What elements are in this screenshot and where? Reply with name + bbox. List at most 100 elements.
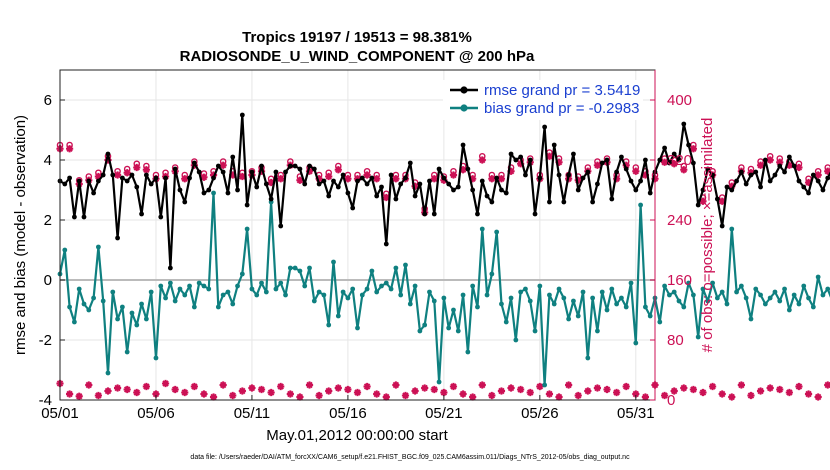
rmse-point (407, 160, 413, 166)
rmse-point (115, 235, 120, 241)
obs-assimilated-marker (430, 175, 438, 183)
obs-low-marker (603, 385, 611, 394)
rmse-point (340, 172, 346, 178)
obs-assimilated-marker (469, 175, 477, 183)
rmse-point (734, 178, 739, 184)
bias-point (369, 268, 375, 274)
obs-assimilated-marker (814, 171, 822, 179)
legend-rmse-marker (460, 86, 468, 94)
bias-point (547, 292, 552, 298)
rmse-point (148, 181, 154, 187)
rmse-point (590, 199, 596, 205)
obs-low-marker (200, 390, 208, 398)
rmse-point (815, 178, 821, 184)
rmse-point (782, 169, 787, 175)
bias-point (479, 226, 485, 232)
rmse-point (513, 157, 519, 163)
legend-bias-label: bias grand pr = -0.2983 (484, 100, 640, 117)
bias-point (167, 280, 173, 286)
bias-point (762, 301, 768, 307)
rmse-point (67, 175, 72, 181)
rmse-point (81, 214, 87, 220)
bias-point (527, 298, 533, 304)
rmse-point (187, 175, 192, 181)
bias-point (556, 286, 562, 292)
rmse-point (62, 181, 68, 187)
bias-point (484, 292, 490, 298)
rmse-point (786, 154, 792, 160)
y-axis-right: 0 80 160 240 320 400 (650, 70, 692, 409)
obs-low-marker (804, 390, 813, 398)
rmse-point (302, 181, 308, 187)
bias-point (379, 283, 384, 289)
bias-point (566, 316, 572, 322)
rmse-point (278, 223, 284, 229)
rmse-point (398, 181, 404, 187)
bias-point (801, 283, 807, 289)
bias-point (403, 262, 408, 268)
bias-point (657, 319, 663, 325)
bias-point (239, 271, 245, 277)
obs-low-marker (689, 385, 697, 394)
bias-point (455, 328, 461, 334)
obs-assimilated-marker (325, 172, 333, 181)
rmse-point (91, 190, 96, 196)
rmse-point (403, 175, 408, 181)
obs-low-marker (257, 385, 266, 394)
obs-low-marker (75, 392, 83, 400)
rmse-point (259, 163, 264, 169)
bias-point (810, 304, 816, 310)
bias-point (143, 316, 149, 322)
rmse-point (119, 175, 125, 181)
rmse-point (825, 175, 830, 181)
obs-low-marker (641, 393, 650, 401)
bias-point (436, 379, 442, 385)
rmse-point (455, 184, 461, 190)
bias-point (211, 190, 216, 196)
rmse-point (436, 166, 442, 172)
rmse-point (311, 166, 317, 172)
rmse-point (537, 175, 543, 181)
rmse-point (359, 175, 365, 181)
obs-low-marker (574, 391, 582, 400)
bias-point (724, 301, 730, 307)
bias-point (230, 301, 236, 307)
bias-point (292, 265, 298, 271)
bias-point (316, 289, 322, 295)
rmse-point (762, 157, 768, 163)
bias-point (311, 298, 317, 304)
obs-low-marker (680, 384, 688, 392)
rmse-point (374, 193, 380, 199)
rmse-point (86, 178, 92, 184)
bias-point (681, 304, 687, 310)
bias-point (532, 328, 538, 334)
rmse-point (676, 157, 682, 163)
obs-low-marker (238, 387, 246, 395)
obs-assimilated-marker (555, 158, 563, 166)
x-axis: 05/01 05/06 05/11 05/16 05/21 05/26 05/31 (41, 395, 655, 422)
obs-assimilated-marker (142, 166, 150, 174)
obs-low-marker (737, 381, 745, 389)
bias-point (431, 298, 437, 304)
rmse-point (527, 157, 533, 163)
obs-low-marker (469, 393, 477, 401)
rmse-point (76, 178, 82, 184)
obs-assimilated-marker (267, 178, 275, 187)
obs-low-marker (219, 381, 227, 389)
obs-low-marker (94, 391, 102, 400)
x-axis-label: May.01,2012 00:00:00 start (266, 427, 448, 444)
obs-low-marker (545, 390, 554, 398)
obs-low-marker (315, 391, 323, 400)
bias-point (249, 286, 255, 292)
rmse-point (719, 223, 725, 229)
obs-low-marker (113, 384, 122, 392)
bias-point (196, 280, 202, 286)
obs-assimilated-marker (459, 166, 467, 174)
obs-assimilated-marker (766, 156, 774, 164)
bias-point (307, 265, 312, 271)
rmse-point (643, 157, 648, 163)
bias-point (86, 307, 92, 313)
bias-point (187, 283, 192, 289)
obs-low-marker (660, 391, 669, 400)
obs-low-marker (776, 385, 784, 394)
